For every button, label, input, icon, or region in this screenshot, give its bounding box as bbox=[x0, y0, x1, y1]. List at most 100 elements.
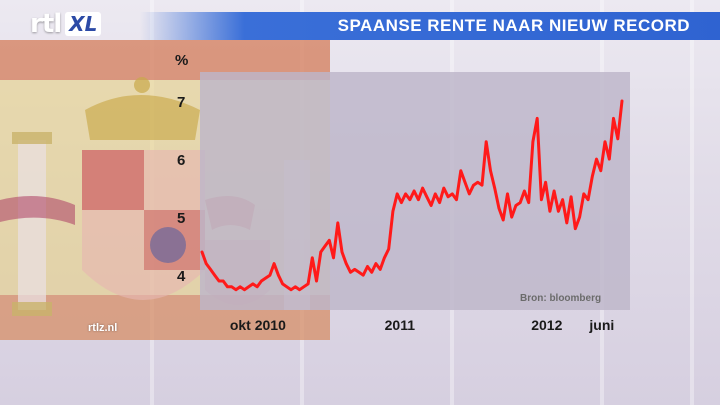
data-point bbox=[578, 215, 581, 219]
data-point bbox=[340, 250, 344, 254]
data-point bbox=[370, 271, 373, 274]
data-point bbox=[463, 181, 467, 184]
logo-xl-badge: XL bbox=[65, 12, 102, 36]
data-point bbox=[289, 288, 293, 291]
data-point bbox=[506, 192, 509, 196]
data-point bbox=[379, 268, 382, 271]
chart-title: SPAANSE RENTE NAAR NIEUW RECORD bbox=[337, 16, 690, 35]
data-point bbox=[243, 288, 246, 291]
data-point bbox=[565, 221, 568, 225]
data-point bbox=[391, 210, 395, 213]
data-point bbox=[294, 285, 297, 288]
data-point bbox=[527, 201, 530, 204]
data-point bbox=[383, 256, 386, 259]
data-point bbox=[374, 262, 378, 265]
data-point bbox=[489, 169, 492, 172]
yield-series-line bbox=[200, 99, 624, 292]
website-watermark: rtlz.nl bbox=[88, 322, 118, 334]
data-point bbox=[239, 285, 242, 288]
data-point bbox=[502, 218, 505, 222]
data-point bbox=[561, 198, 564, 201]
data-point bbox=[396, 192, 399, 196]
title-bar: SPAANSE RENTE NAAR NIEUW RECORD bbox=[140, 12, 720, 40]
data-point bbox=[222, 279, 225, 283]
x-tick-label: 2012 bbox=[531, 317, 562, 333]
y-tick-label: 6 bbox=[177, 152, 185, 169]
data-point bbox=[603, 140, 607, 143]
data-point bbox=[353, 268, 356, 271]
data-point bbox=[213, 274, 216, 277]
data-point bbox=[281, 282, 284, 286]
data-point bbox=[260, 279, 263, 283]
data-point bbox=[336, 221, 339, 225]
data-point bbox=[476, 181, 479, 184]
data-point bbox=[472, 184, 475, 187]
data-point bbox=[548, 210, 552, 213]
data-point bbox=[421, 186, 424, 190]
data-point bbox=[510, 215, 513, 219]
data-point bbox=[536, 117, 539, 120]
data-point bbox=[302, 285, 305, 288]
data-point bbox=[226, 285, 229, 288]
data-point bbox=[200, 250, 204, 254]
data-point bbox=[306, 282, 310, 286]
channel-logo: rtl XL bbox=[30, 8, 102, 40]
data-point bbox=[582, 192, 585, 196]
data-point bbox=[480, 184, 484, 187]
data-point bbox=[514, 204, 518, 207]
data-point bbox=[574, 227, 577, 230]
data-point bbox=[272, 262, 276, 265]
data-point bbox=[591, 175, 594, 178]
data-point bbox=[332, 256, 335, 259]
data-point bbox=[251, 282, 255, 286]
data-point bbox=[285, 285, 288, 288]
data-point bbox=[298, 288, 301, 291]
data-point bbox=[451, 192, 454, 196]
data-point bbox=[366, 265, 369, 268]
data-point bbox=[468, 192, 471, 196]
y-tick-label: 4 bbox=[177, 268, 186, 285]
x-tick-label: okt 2010 bbox=[230, 317, 286, 333]
data-point bbox=[400, 201, 403, 204]
data-point bbox=[446, 195, 450, 198]
data-point bbox=[234, 288, 238, 291]
data-point bbox=[523, 189, 526, 193]
data-point bbox=[319, 250, 322, 254]
data-point bbox=[569, 195, 573, 198]
data-point bbox=[438, 201, 441, 204]
data-point bbox=[519, 201, 522, 204]
data-point bbox=[599, 169, 602, 172]
data-point bbox=[345, 262, 348, 265]
data-point bbox=[497, 207, 501, 210]
data-point bbox=[205, 262, 208, 265]
data-point bbox=[531, 140, 535, 143]
data-point bbox=[311, 256, 314, 259]
data-point bbox=[557, 210, 560, 213]
data-point bbox=[455, 198, 458, 201]
data-point bbox=[247, 285, 250, 288]
source-label: Bron: bloomberg bbox=[520, 293, 602, 304]
data-point bbox=[417, 198, 420, 201]
y-tick-label: 7 bbox=[177, 94, 185, 111]
data-point bbox=[595, 157, 598, 161]
data-point bbox=[434, 192, 437, 196]
data-point bbox=[485, 140, 488, 143]
data-point bbox=[268, 274, 272, 277]
data-point bbox=[425, 195, 428, 198]
data-point bbox=[493, 186, 496, 190]
data-point bbox=[230, 285, 233, 288]
data-point bbox=[349, 271, 352, 274]
data-point bbox=[256, 285, 259, 288]
y-tick-label: 5 bbox=[177, 210, 185, 227]
data-point bbox=[357, 271, 361, 274]
data-point bbox=[209, 268, 212, 271]
data-point bbox=[540, 198, 543, 201]
data-point bbox=[323, 244, 327, 248]
data-point bbox=[442, 186, 445, 190]
data-point bbox=[608, 157, 611, 161]
data-point bbox=[404, 192, 407, 196]
data-point bbox=[315, 279, 318, 283]
data-point bbox=[429, 204, 433, 207]
